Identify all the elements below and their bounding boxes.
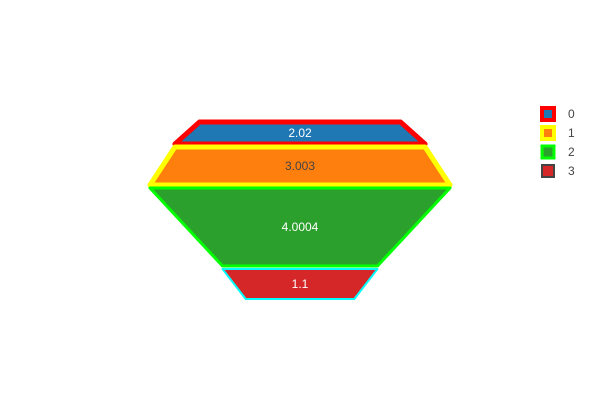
legend[interactable]: 0 1 2 3 xyxy=(540,106,575,178)
funnel-bar-0[interactable] xyxy=(172,119,428,147)
funnel-value-label-2: 4.0004 xyxy=(282,220,319,234)
legend-label-2: 2 xyxy=(568,145,575,159)
funnel-value-label-1: 3.003 xyxy=(285,159,315,173)
legend-label-1: 1 xyxy=(568,126,575,140)
funnel-value-label-3: 1.1 xyxy=(292,277,309,291)
funnel-stage-1[interactable]: 3.003 xyxy=(147,144,453,188)
legend-item-3[interactable]: 3 xyxy=(541,164,575,178)
legend-item-0[interactable]: 0 xyxy=(540,106,575,122)
legend-swatch-1 xyxy=(540,125,556,141)
funnel-stage-0[interactable]: 2.02 xyxy=(172,119,428,147)
funnel-stages: 2.02 3.003 4.0004 1.1 xyxy=(147,119,453,300)
legend-item-1[interactable]: 1 xyxy=(540,125,575,141)
legend-swatch-0 xyxy=(540,106,556,122)
funnel-stage-2[interactable]: 4.0004 xyxy=(148,186,452,268)
legend-item-2[interactable]: 2 xyxy=(540,144,575,160)
legend-swatch-2 xyxy=(540,144,556,160)
funnel-bar-1[interactable] xyxy=(147,144,453,188)
legend-label-3: 3 xyxy=(568,164,575,178)
funnel-value-label-0: 2.02 xyxy=(288,126,312,140)
funnel-bar-3[interactable] xyxy=(221,268,379,300)
funnel-stage-3[interactable]: 1.1 xyxy=(221,268,379,300)
funnel-bar-2[interactable] xyxy=(148,186,452,268)
legend-label-0: 0 xyxy=(568,107,575,121)
legend-swatch-3 xyxy=(541,164,555,178)
